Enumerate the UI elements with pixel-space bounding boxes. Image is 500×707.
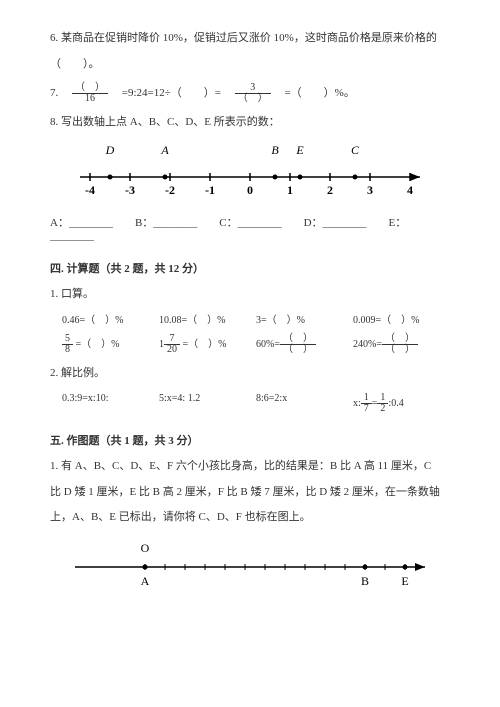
svg-text:4: 4	[407, 183, 413, 197]
svg-text:1: 1	[287, 183, 293, 197]
svg-text:0: 0	[247, 183, 253, 197]
svg-text:-4: -4	[85, 183, 95, 197]
calc-row-2: 58 =（ ）% 1720 =（ ）% 60%=（ ）（ ） 240%=（ ）（…	[50, 334, 450, 355]
svg-text:-1: -1	[205, 183, 215, 197]
svg-text:3: 3	[367, 183, 373, 197]
number-line-1: -4 -3 -2 -1 0 1 2 3 4 D A B E C	[60, 142, 440, 202]
calc-r2c2: 1720 =（ ）%	[159, 334, 256, 355]
q6-paren: （ ）。	[50, 56, 450, 74]
svg-text:D: D	[105, 143, 115, 157]
calc-row-1: 0.46=（ ）% 10.08=（ ）% 3=（ ）% 0.009=（ ）%	[50, 311, 450, 326]
svg-text:B: B	[361, 574, 369, 588]
svg-text:-3: -3	[125, 183, 135, 197]
question-7: 7. （ ） 16 =9:24=12÷（ ）= 3 （ ） =（ ）%。	[50, 83, 450, 104]
prop-row: 0.3:9=x:10: 5:x=4: 1.2 8:6=2:x x:17=12:0…	[50, 393, 450, 414]
q7-mid1: =9:24=12÷（ ）=	[111, 87, 232, 99]
calc-r2c4: 240%=（ ）（ ）	[353, 334, 450, 355]
svg-text:2: 2	[327, 183, 333, 197]
number-line-2: O A B E	[55, 537, 445, 592]
calc-r1c2: 10.08=（ ）%	[159, 311, 256, 326]
s4-q1: 1. 口算。	[50, 286, 450, 304]
prop-c3: 8:6=2:x	[256, 393, 353, 414]
q8-text: 8. 写出数轴上点 A、B、C、D、E 所表示的数：	[50, 114, 450, 132]
q7-mid2: =（ ）%。	[273, 87, 354, 99]
prop-c4: x:17=12:0.4	[353, 393, 450, 414]
s5-l3: 上，A、B、E 已标出，请你将 C、D、F 也标在图上。	[50, 509, 450, 527]
svg-text:-2: -2	[165, 183, 175, 197]
svg-text:E: E	[295, 143, 304, 157]
question-8: 8. 写出数轴上点 A、B、C、D、E 所表示的数： -4 -3 -2 -1 0 1 2 3 4…	[50, 114, 450, 242]
calc-r2c3: 60%=（ ）（ ）	[256, 334, 353, 355]
calc-r1c4: 0.009=（ ）%	[353, 311, 450, 326]
svg-text:A: A	[160, 143, 169, 157]
q7-frac1: （ ） 16	[72, 83, 108, 104]
s4-q2: 2. 解比例。	[50, 365, 450, 383]
svg-text:O: O	[141, 541, 150, 555]
prop-c2: 5:x=4: 1.2	[159, 393, 256, 414]
svg-text:C: C	[351, 143, 360, 157]
q7-frac2: 3 （ ）	[235, 83, 271, 104]
svg-text:E: E	[401, 574, 408, 588]
svg-text:A: A	[141, 574, 150, 588]
q7-prefix: 7.	[50, 87, 69, 99]
svg-text:B: B	[271, 143, 279, 157]
s5-l2: 比 D 矮 1 厘米，E 比 B 高 2 厘米，F 比 B 矮 7 厘米，比 D…	[50, 484, 450, 502]
s5-l1: 1. 有 A、B、C、D、E、F 六个小孩比身高，比的结果是：B 比 A 高 1…	[50, 458, 450, 476]
q6-text: 6. 某商品在促销时降价 10%，促销过后又涨价 10%，这时商品价格是原来价格…	[50, 30, 450, 48]
prop-c1: 0.3:9=x:10:	[62, 393, 159, 414]
q8-answers: A：________ B：________ C：________ D：_____…	[50, 214, 450, 242]
calc-r2c1: 58 =（ ）%	[62, 334, 159, 355]
section-5-title: 五. 作图题（共 1 题，共 3 分）	[50, 432, 450, 448]
section-4-title: 四. 计算题（共 2 题，共 12 分）	[50, 260, 450, 276]
calc-r1c3: 3=（ ）%	[256, 311, 353, 326]
question-6: 6. 某商品在促销时降价 10%，促销过后又涨价 10%，这时商品价格是原来价格…	[50, 30, 450, 73]
calc-r1c1: 0.46=（ ）%	[62, 311, 159, 326]
